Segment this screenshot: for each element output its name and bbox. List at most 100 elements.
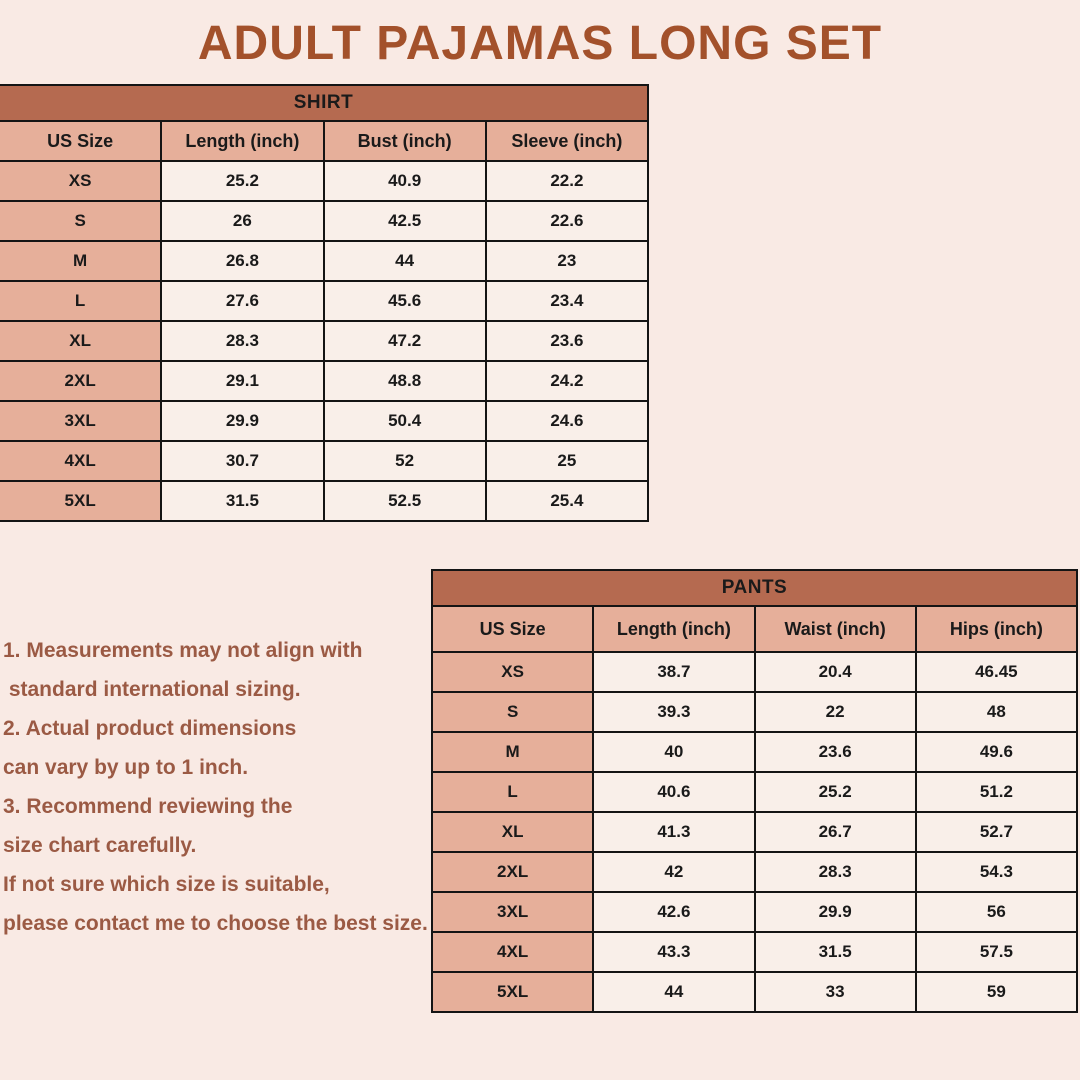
length-value: 43.3 bbox=[592, 931, 756, 973]
size-label: 5XL bbox=[0, 480, 163, 522]
pants-col-length: Length (inch) bbox=[592, 605, 756, 653]
table-row: 4XL 30.7 52 25 bbox=[0, 440, 650, 482]
length-value: 41.3 bbox=[592, 811, 756, 853]
pants-col-us-size: US Size bbox=[430, 605, 595, 653]
sleeve-value: 23.4 bbox=[484, 280, 650, 322]
hips-value: 49.6 bbox=[914, 731, 1079, 773]
shirt-col-sleeve: Sleeve (inch) bbox=[484, 120, 650, 162]
table-row: S 26 42.5 22.6 bbox=[0, 200, 650, 242]
pants-table-title: PANTS bbox=[431, 569, 1078, 607]
note-line: size chart carefully. bbox=[3, 834, 197, 857]
sleeve-value: 23 bbox=[484, 240, 650, 282]
table-row: S 39.3 22 48 bbox=[430, 691, 1079, 733]
note-line: If not sure which size is suitable, bbox=[3, 873, 330, 896]
bust-value: 44 bbox=[322, 240, 487, 282]
length-value: 29.9 bbox=[160, 400, 325, 442]
pants-table-title-row: PANTS bbox=[431, 569, 1078, 607]
shirt-col-length: Length (inch) bbox=[160, 120, 325, 162]
table-row: 2XL 29.1 48.8 24.2 bbox=[0, 360, 650, 402]
table-row: 5XL 44 33 59 bbox=[430, 971, 1079, 1013]
hips-value: 57.5 bbox=[914, 931, 1079, 973]
shirt-column-header-row: US Size Length (inch) Bust (inch) Sleeve… bbox=[0, 120, 650, 162]
table-row: 2XL 42 28.3 54.3 bbox=[430, 851, 1079, 893]
table-row: M 26.8 44 23 bbox=[0, 240, 650, 282]
hips-value: 56 bbox=[914, 891, 1079, 933]
table-row: 5XL 31.5 52.5 25.4 bbox=[0, 480, 650, 522]
length-value: 42.6 bbox=[592, 891, 756, 933]
size-label: 3XL bbox=[430, 891, 595, 933]
pants-column-header-row: US Size Length (inch) Waist (inch) Hips … bbox=[430, 605, 1079, 653]
hips-value: 46.45 bbox=[914, 651, 1079, 693]
size-label: M bbox=[0, 240, 163, 282]
length-value: 40 bbox=[592, 731, 756, 773]
size-label: L bbox=[0, 280, 163, 322]
table-row: 3XL 42.6 29.9 56 bbox=[430, 891, 1079, 933]
note-line: can vary by up to 1 inch. bbox=[3, 756, 249, 779]
pants-col-waist: Waist (inch) bbox=[753, 605, 917, 653]
bust-value: 47.2 bbox=[322, 320, 487, 362]
shirt-size-table: SHIRT US Size Length (inch) Bust (inch) … bbox=[0, 84, 650, 522]
table-row: L 40.6 25.2 51.2 bbox=[430, 771, 1079, 813]
waist-value: 33 bbox=[753, 971, 917, 1013]
sleeve-value: 22.2 bbox=[484, 160, 650, 202]
sleeve-value: 25.4 bbox=[484, 480, 650, 522]
table-row: 3XL 29.9 50.4 24.6 bbox=[0, 400, 650, 442]
length-value: 44 bbox=[592, 971, 756, 1013]
table-row: M 40 23.6 49.6 bbox=[430, 731, 1079, 773]
size-label: 5XL bbox=[430, 971, 595, 1013]
note-line: 3. Recommend reviewing the bbox=[3, 795, 293, 818]
sleeve-value: 25 bbox=[484, 440, 650, 482]
shirt-col-bust: Bust (inch) bbox=[322, 120, 487, 162]
length-value: 31.5 bbox=[160, 480, 325, 522]
table-row: XL 28.3 47.2 23.6 bbox=[0, 320, 650, 362]
size-label: 2XL bbox=[0, 360, 163, 402]
note-line: 2. Actual product dimensions bbox=[3, 717, 297, 740]
waist-value: 25.2 bbox=[753, 771, 917, 813]
bust-value: 48.8 bbox=[322, 360, 487, 402]
sleeve-value: 23.6 bbox=[484, 320, 650, 362]
size-label: 2XL bbox=[430, 851, 595, 893]
waist-value: 29.9 bbox=[753, 891, 917, 933]
length-value: 26 bbox=[160, 200, 325, 242]
size-label: S bbox=[0, 200, 163, 242]
length-value: 26.8 bbox=[160, 240, 325, 282]
length-value: 39.3 bbox=[592, 691, 756, 733]
pants-col-hips: Hips (inch) bbox=[914, 605, 1079, 653]
page-title: ADULT PAJAMAS LONG SET bbox=[197, 17, 883, 70]
bust-value: 40.9 bbox=[322, 160, 487, 202]
length-value: 38.7 bbox=[592, 651, 756, 693]
hips-value: 48 bbox=[914, 691, 1079, 733]
table-row: XL 41.3 26.7 52.7 bbox=[430, 811, 1079, 853]
bust-value: 45.6 bbox=[322, 280, 487, 322]
length-value: 30.7 bbox=[160, 440, 325, 482]
size-label: S bbox=[430, 691, 595, 733]
waist-value: 26.7 bbox=[753, 811, 917, 853]
bust-value: 50.4 bbox=[322, 400, 487, 442]
waist-value: 20.4 bbox=[753, 651, 917, 693]
waist-value: 28.3 bbox=[753, 851, 917, 893]
waist-value: 22 bbox=[753, 691, 917, 733]
size-label: 4XL bbox=[430, 931, 595, 973]
hips-value: 54.3 bbox=[914, 851, 1079, 893]
size-label: 4XL bbox=[0, 440, 163, 482]
sleeve-value: 24.6 bbox=[484, 400, 650, 442]
length-value: 29.1 bbox=[160, 360, 325, 402]
hips-value: 51.2 bbox=[914, 771, 1079, 813]
bust-value: 52.5 bbox=[322, 480, 487, 522]
length-value: 25.2 bbox=[160, 160, 325, 202]
size-label: XS bbox=[430, 651, 595, 693]
size-label: L bbox=[430, 771, 595, 813]
note-line: please contact me to choose the best siz… bbox=[3, 912, 428, 935]
table-row: XS 25.2 40.9 22.2 bbox=[0, 160, 650, 202]
length-value: 42 bbox=[592, 851, 756, 893]
hips-value: 59 bbox=[914, 971, 1079, 1013]
hips-value: 52.7 bbox=[914, 811, 1079, 853]
length-value: 27.6 bbox=[160, 280, 325, 322]
pants-size-table: PANTS US Size Length (inch) Waist (inch)… bbox=[430, 569, 1079, 1013]
waist-value: 31.5 bbox=[753, 931, 917, 973]
sleeve-value: 22.6 bbox=[484, 200, 650, 242]
sizing-notes: 1. Measurements may not align with stand… bbox=[3, 631, 448, 943]
size-label: XS bbox=[0, 160, 163, 202]
size-label: 3XL bbox=[0, 400, 163, 442]
table-row: 4XL 43.3 31.5 57.5 bbox=[430, 931, 1079, 973]
